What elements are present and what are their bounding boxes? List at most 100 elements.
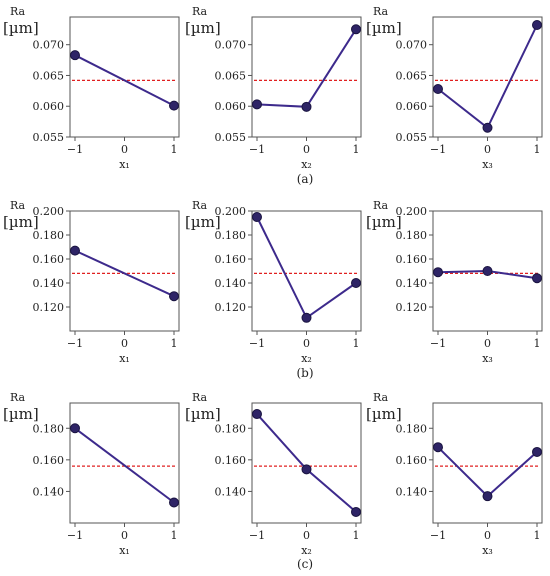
p5-ytick-label: 0.140 bbox=[215, 277, 247, 290]
p8-ytick-label: 0.140 bbox=[215, 485, 247, 498]
p8-frame bbox=[251, 402, 362, 524]
p6-ytick-label: 0.200 bbox=[396, 205, 428, 218]
p5-series-line bbox=[256, 216, 357, 320]
p1-yunit: [µm] bbox=[3, 19, 39, 37]
p1-xtick-label: −1 bbox=[67, 143, 83, 156]
p8-yunit: [µm] bbox=[185, 405, 221, 423]
p6-point bbox=[433, 267, 443, 278]
p7-point bbox=[70, 423, 80, 434]
caption-a: (a) bbox=[297, 172, 314, 186]
p7-xlabel: x₁ bbox=[119, 544, 130, 557]
p4-frame bbox=[69, 210, 180, 332]
p3-xtick-label: −1 bbox=[430, 143, 446, 156]
p4-xtick-label: 0 bbox=[121, 337, 128, 350]
p8-ylabel: Ra bbox=[192, 391, 208, 404]
p5-ytick-label: 0.180 bbox=[215, 229, 247, 242]
p9-xlabel: x₃ bbox=[482, 544, 493, 557]
p6-point bbox=[532, 273, 542, 284]
p4-ytick-label: 0.180 bbox=[33, 229, 65, 242]
p6-ytick-label: 0.160 bbox=[396, 253, 428, 266]
p8-point bbox=[252, 409, 262, 420]
p6-ytick-label: 0.120 bbox=[396, 301, 428, 314]
p8-xtick-label: −1 bbox=[249, 529, 265, 542]
p5-point bbox=[351, 278, 361, 288]
p1-xtick-label: 1 bbox=[171, 143, 178, 156]
p9-ytick-label: 0.180 bbox=[396, 422, 428, 435]
p5-ylabel: Ra bbox=[192, 199, 208, 212]
p8-xtick-label: 0 bbox=[303, 529, 310, 542]
p5-point bbox=[252, 212, 262, 222]
p9-point bbox=[532, 446, 542, 457]
p5-ytick-label: 0.120 bbox=[215, 301, 247, 314]
p3-series-line bbox=[437, 24, 538, 130]
p2-point bbox=[252, 99, 262, 110]
p4-xtick-label: 1 bbox=[171, 337, 178, 350]
p5-ytick-label: 0.160 bbox=[215, 253, 247, 266]
p2-point bbox=[351, 24, 361, 35]
p6-xtick-label: 0 bbox=[484, 337, 491, 350]
p3-xtick-label: 0 bbox=[484, 143, 491, 156]
p9-point bbox=[482, 491, 493, 502]
p9-series-line bbox=[437, 446, 538, 498]
p1-xtick-label: 0 bbox=[121, 143, 128, 156]
p8-ytick-label: 0.180 bbox=[215, 422, 247, 435]
p7-xtick-label: 0 bbox=[121, 529, 128, 542]
p3-point bbox=[532, 20, 542, 30]
p5-ytick-label: 0.200 bbox=[215, 205, 247, 218]
p9-ytick-label: 0.140 bbox=[396, 485, 428, 498]
p3-ytick-label: 0.060 bbox=[396, 100, 428, 113]
p2-xtick-label: 1 bbox=[353, 143, 360, 156]
p5-xlabel: x₂ bbox=[301, 352, 312, 365]
p2-ytick-label: 0.060 bbox=[215, 100, 247, 113]
p8-ytick-label: 0.160 bbox=[215, 454, 247, 467]
p6-ytick-label: 0.140 bbox=[396, 277, 428, 290]
p2-yunit: [µm] bbox=[185, 19, 221, 37]
p5-xtick-label: −1 bbox=[249, 337, 265, 350]
p7-yunit: [µm] bbox=[3, 405, 39, 423]
p4-point bbox=[169, 291, 179, 302]
p1-ytick-label: 0.055 bbox=[33, 131, 65, 144]
p4-yunit: [µm] bbox=[3, 213, 39, 231]
p3-ytick-label: 0.065 bbox=[396, 69, 428, 82]
p7-point bbox=[169, 497, 179, 508]
caption-b: (b) bbox=[296, 366, 313, 380]
p4-xtick-label: −1 bbox=[67, 337, 83, 350]
p1-xlabel: x₁ bbox=[119, 158, 130, 171]
p4-ytick-label: 0.140 bbox=[33, 277, 65, 290]
p4-point bbox=[70, 245, 80, 256]
p1-ytick-label: 0.070 bbox=[33, 39, 65, 52]
p6-xtick-label: −1 bbox=[430, 337, 446, 350]
p8-xtick-label: 1 bbox=[353, 529, 360, 542]
p1-ylabel: Ra bbox=[10, 5, 26, 18]
p2-ytick-label: 0.070 bbox=[215, 39, 247, 52]
p2-ytick-label: 0.065 bbox=[215, 69, 247, 82]
p3-point bbox=[482, 122, 493, 133]
caption-c: (c) bbox=[297, 557, 313, 571]
p1-ytick-label: 0.065 bbox=[33, 69, 65, 82]
p9-yunit: [µm] bbox=[366, 405, 402, 423]
p4-ytick-label: 0.120 bbox=[33, 301, 65, 314]
p2-point bbox=[301, 101, 312, 112]
p2-xtick-label: 0 bbox=[303, 143, 310, 156]
p9-point bbox=[433, 442, 443, 453]
p7-xtick-label: −1 bbox=[67, 529, 83, 542]
p3-xtick-label: 1 bbox=[534, 143, 541, 156]
p9-ylabel: Ra bbox=[373, 391, 389, 404]
p6-yunit: [µm] bbox=[366, 213, 402, 231]
p7-ytick-label: 0.180 bbox=[33, 422, 65, 435]
p6-ylabel: Ra bbox=[373, 199, 389, 212]
p5-yunit: [µm] bbox=[185, 213, 221, 231]
p1-point bbox=[70, 50, 80, 61]
p2-series-line bbox=[256, 28, 357, 108]
p1-point bbox=[169, 100, 179, 111]
p4-ytick-label: 0.200 bbox=[33, 205, 65, 218]
p7-ytick-label: 0.140 bbox=[33, 485, 65, 498]
p1-ytick-label: 0.060 bbox=[33, 100, 65, 113]
p3-ylabel: Ra bbox=[373, 5, 389, 18]
p6-point bbox=[482, 266, 493, 276]
p8-xlabel: x₂ bbox=[301, 544, 312, 557]
p2-ytick-label: 0.055 bbox=[215, 131, 247, 144]
p9-xtick-label: −1 bbox=[430, 529, 446, 542]
p7-frame bbox=[69, 402, 180, 524]
p7-series-line bbox=[74, 427, 175, 504]
